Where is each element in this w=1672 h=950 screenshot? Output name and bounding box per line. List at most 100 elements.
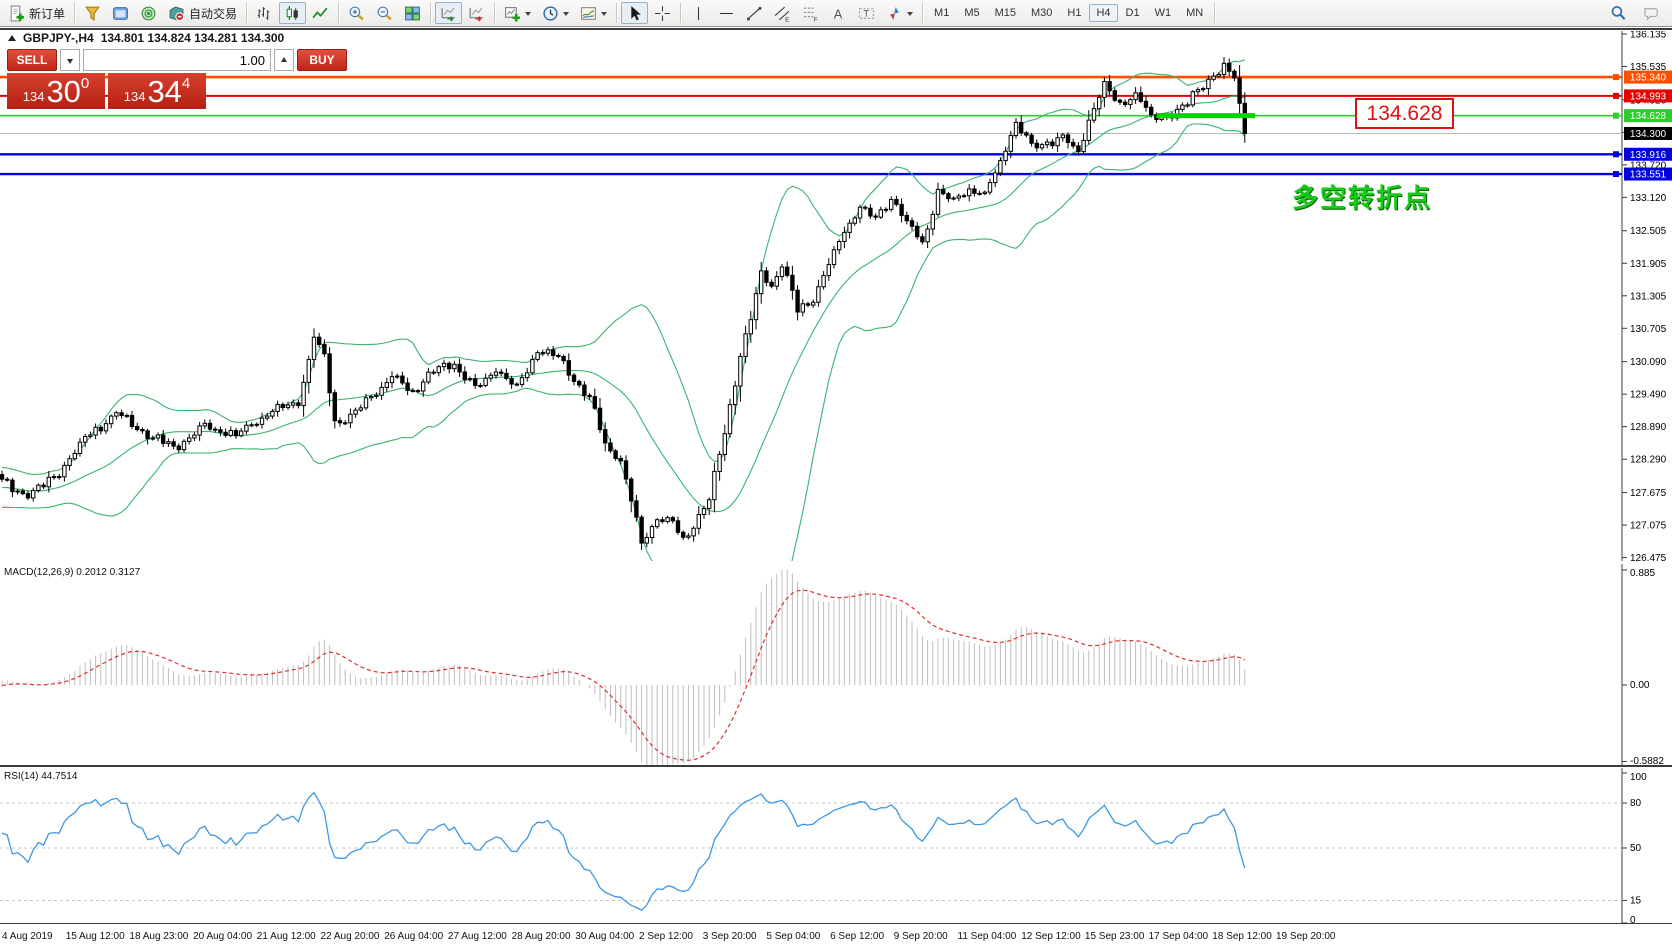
caret-up-icon bbox=[281, 54, 287, 62]
pane-separator[interactable] bbox=[0, 28, 1672, 31]
timeframe-button-M15[interactable]: M15 bbox=[988, 4, 1023, 22]
time-axis-label: 19 Sep 20:00 bbox=[1276, 931, 1336, 942]
sell-price-sup: 0 bbox=[80, 75, 90, 92]
chart-shift-icon bbox=[468, 5, 485, 22]
bar-chart-mode-button[interactable] bbox=[251, 2, 278, 24]
candlestick-mode-button[interactable] bbox=[279, 2, 307, 24]
svg-text:130.705: 130.705 bbox=[1630, 324, 1667, 335]
time-axis-label: 6 Sep 12:00 bbox=[830, 931, 885, 942]
svg-text:132.505: 132.505 bbox=[1630, 226, 1667, 237]
svg-text:133.916: 133.916 bbox=[1630, 150, 1667, 161]
tile-windows-button[interactable] bbox=[399, 2, 426, 24]
timeframe-button-W1[interactable]: W1 bbox=[1148, 4, 1179, 22]
svg-text:135.535: 135.535 bbox=[1630, 62, 1667, 73]
timeframe-button-MN[interactable]: MN bbox=[1179, 4, 1210, 22]
chart-shift-button[interactable] bbox=[463, 2, 490, 24]
cursor-tool-button[interactable] bbox=[621, 2, 649, 24]
time-axis-label: 9 Sep 20:00 bbox=[893, 931, 948, 942]
svg-text:128.890: 128.890 bbox=[1630, 422, 1667, 433]
text-tool-button[interactable]: A bbox=[825, 2, 852, 24]
time-axis-label: 11 Sep 04:00 bbox=[957, 931, 1017, 942]
styler-button[interactable] bbox=[79, 2, 106, 24]
label-tool-button[interactable]: T bbox=[853, 2, 880, 24]
fibonacci-tool-button[interactable]: F bbox=[797, 2, 824, 24]
periods-button[interactable] bbox=[537, 2, 574, 24]
zoom-in-button[interactable] bbox=[343, 2, 370, 24]
timeframe-button-M30[interactable]: M30 bbox=[1024, 4, 1059, 22]
tile-windows-icon bbox=[404, 5, 421, 22]
channel-tool-button[interactable]: E bbox=[769, 2, 796, 24]
time-axis-label: 28 Aug 20:00 bbox=[511, 931, 571, 942]
buy-price-sup: 4 bbox=[181, 75, 191, 92]
chart-title: GBPJPY-,H4 134.801 134.824 134.281 134.3… bbox=[8, 31, 284, 45]
svg-text:134.300: 134.300 bbox=[1630, 129, 1667, 140]
dropdown-caret-icon bbox=[525, 11, 532, 19]
collapse-arrow-icon bbox=[8, 35, 16, 41]
svg-text:133.120: 133.120 bbox=[1630, 193, 1667, 204]
svg-text:50: 50 bbox=[1630, 843, 1642, 854]
svg-text:0.00: 0.00 bbox=[1630, 680, 1650, 691]
timeframe-button-H4[interactable]: H4 bbox=[1089, 4, 1118, 22]
horizontal-line-icon bbox=[718, 5, 735, 22]
buy-price-big: 34 bbox=[147, 74, 182, 109]
templates-button[interactable] bbox=[575, 2, 612, 24]
chat-button[interactable] bbox=[1638, 2, 1665, 24]
timeframe-button-H1[interactable]: H1 bbox=[1060, 4, 1088, 22]
autotrading-icon bbox=[168, 5, 185, 22]
caret-down-icon bbox=[67, 58, 73, 67]
time-axis-label: 15 Sep 23:00 bbox=[1084, 931, 1145, 942]
volume-input[interactable] bbox=[83, 49, 271, 71]
auto-scroll-button[interactable] bbox=[435, 2, 463, 24]
clock-icon bbox=[542, 5, 559, 22]
svg-text:0.885: 0.885 bbox=[1630, 568, 1655, 579]
svg-text:0: 0 bbox=[1630, 915, 1636, 923]
timeframe-button-M5[interactable]: M5 bbox=[957, 4, 986, 22]
toolbar-separator bbox=[338, 3, 340, 23]
macd-canvas[interactable]: 0.885 0.00 -0.5882 bbox=[0, 564, 1672, 765]
time-axis-label: 12 Sep 12:00 bbox=[1021, 931, 1081, 942]
timeframe-button-M1[interactable]: M1 bbox=[927, 4, 956, 22]
rsi-canvas[interactable]: 100 80 50 15 0 bbox=[0, 768, 1672, 923]
crosshair-icon bbox=[654, 5, 671, 22]
svg-text:133.720: 133.720 bbox=[1630, 160, 1667, 171]
vertical-line-tool-button[interactable] bbox=[685, 2, 712, 24]
timeframe-button-D1[interactable]: D1 bbox=[1119, 4, 1147, 22]
pane-separator[interactable] bbox=[0, 765, 1672, 768]
ohlc-values: 134.801 134.824 134.281 134.300 bbox=[100, 31, 285, 45]
horizontal-line-tool-button[interactable] bbox=[713, 2, 740, 24]
crosshair-tool-button[interactable] bbox=[649, 2, 676, 24]
sell-price-button[interactable]: 134 30 0 bbox=[7, 73, 105, 109]
text-label-icon: T bbox=[858, 5, 875, 22]
time-axis[interactable]: 4 Aug 2019 15 Aug 12:00 18 Aug 23:00 20 Aug… bbox=[0, 923, 1672, 950]
buy-price-button[interactable]: 134 34 4 bbox=[108, 73, 206, 109]
buy-price-prefix: 134 bbox=[123, 89, 146, 104]
main-chart-canvas[interactable]: 136.135135.535134.920134.320133.720133.1… bbox=[0, 28, 1672, 561]
svg-text:133.551: 133.551 bbox=[1630, 170, 1667, 181]
support-price-box[interactable]: 134.628 bbox=[1355, 98, 1454, 129]
volume-increase-button[interactable] bbox=[274, 49, 294, 71]
trendline-icon bbox=[746, 5, 763, 22]
search-button[interactable] bbox=[1605, 2, 1632, 24]
trendline-tool-button[interactable] bbox=[741, 2, 768, 24]
rsi-label: RSI(14) 44.7514 bbox=[4, 771, 78, 782]
zoom-out-button[interactable] bbox=[371, 2, 398, 24]
sell-button[interactable]: SELL bbox=[7, 49, 57, 71]
indicators-button[interactable] bbox=[499, 2, 536, 24]
arrows-tool-button[interactable] bbox=[881, 2, 918, 24]
new-chart-button[interactable] bbox=[107, 2, 134, 24]
svg-text:135.340: 135.340 bbox=[1630, 73, 1667, 84]
svg-text:E: E bbox=[785, 16, 789, 22]
volume-decrease-button[interactable] bbox=[60, 49, 80, 71]
svg-text:127.675: 127.675 bbox=[1630, 488, 1667, 499]
time-axis-label: 17 Sep 04:00 bbox=[1148, 931, 1209, 942]
turning-point-annotation[interactable]: 多空转折点 bbox=[1292, 183, 1433, 213]
chart-window: 136.135135.535134.920134.320133.720133.1… bbox=[0, 28, 1672, 950]
market-watch-button[interactable] bbox=[135, 2, 162, 24]
line-chart-mode-button[interactable] bbox=[307, 2, 334, 24]
toolbar-separator bbox=[680, 3, 682, 23]
new-order-button[interactable]: 新订单 bbox=[3, 2, 70, 24]
autotrading-button[interactable]: 自动交易 bbox=[163, 2, 242, 24]
time-axis-label: 21 Aug 12:00 bbox=[256, 931, 316, 942]
toolbar-separator bbox=[1214, 3, 1216, 23]
buy-button[interactable]: BUY bbox=[297, 49, 347, 71]
